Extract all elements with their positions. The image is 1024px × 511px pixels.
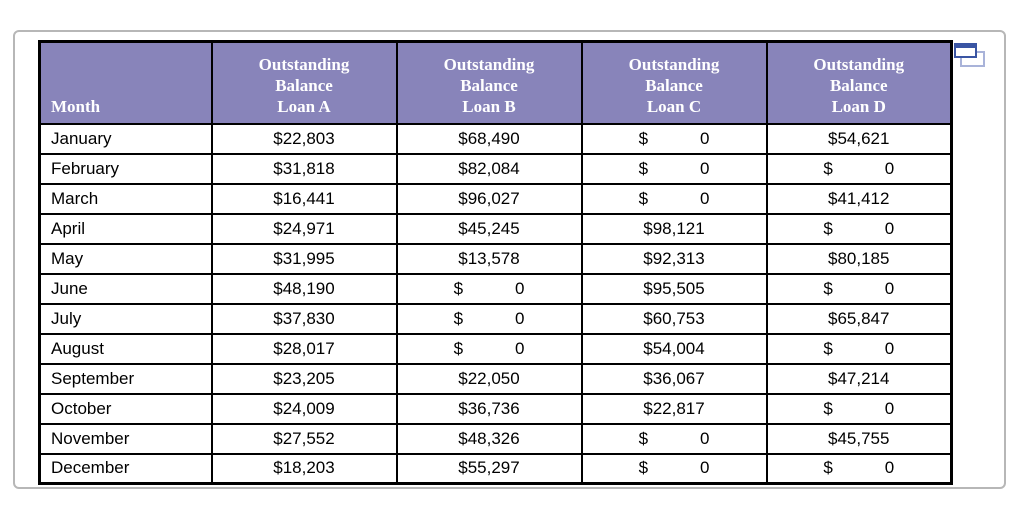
month-cell: June: [38, 272, 213, 305]
loan-b-cell: $ 0: [395, 332, 583, 365]
loan-b-cell: $36,736: [395, 392, 583, 425]
month-cell: May: [38, 242, 213, 275]
table-row: October $24,009 $36,736 $22,817 $ 0: [38, 392, 953, 425]
loan-c-cell: $ 0: [580, 182, 768, 215]
loan-d-cell: $ 0: [765, 332, 953, 365]
loan-d-cell: $65,847: [765, 302, 953, 335]
loan-a-cell: $37,830: [210, 302, 398, 335]
loan-a-cell: $22,803: [210, 122, 398, 155]
table-row: April $24,971 $45,245 $98,121 $ 0: [38, 212, 953, 245]
month-cell: December: [38, 452, 213, 485]
loan-a-cell: $23,205: [210, 362, 398, 395]
table-row: July $37,830 $ 0 $60,753 $65,847: [38, 302, 953, 335]
loan-b-cell: $68,490: [395, 122, 583, 155]
loan-d-cell: $80,185: [765, 242, 953, 275]
loan-c-cell: $ 0: [580, 452, 768, 485]
loan-c-cell: $ 0: [580, 122, 768, 155]
loan-a-cell: $27,552: [210, 422, 398, 455]
header-loan-b: Outstanding Balance Loan B: [395, 40, 583, 125]
loan-c-cell: $92,313: [580, 242, 768, 275]
loan-b-cell: $22,050: [395, 362, 583, 395]
loan-d-cell: $41,412: [765, 182, 953, 215]
loan-c-cell: $54,004: [580, 332, 768, 365]
month-cell: September: [38, 362, 213, 395]
loan-c-cell: $36,067: [580, 362, 768, 395]
loan-c-cell: $ 0: [580, 422, 768, 455]
header-row: Month Outstanding Balance Loan A Outstan…: [38, 40, 953, 125]
table-row: August $28,017 $ 0 $54,004 $ 0: [38, 332, 953, 365]
copy-icon-front-rect: [954, 43, 977, 58]
table-row: June $48,190 $ 0 $95,505 $ 0: [38, 272, 953, 305]
paste-options-copy-icon[interactable]: [953, 42, 987, 70]
loan-c-cell: $60,753: [580, 302, 768, 335]
loan-b-cell: $ 0: [395, 272, 583, 305]
header-month: Month: [38, 40, 213, 125]
loan-d-cell: $47,214: [765, 362, 953, 395]
loan-a-cell: $28,017: [210, 332, 398, 365]
loan-d-cell: $ 0: [765, 272, 953, 305]
loan-b-cell: $82,084: [395, 152, 583, 185]
loan-c-cell: $22,817: [580, 392, 768, 425]
loan-a-cell: $24,971: [210, 212, 398, 245]
loan-b-cell: $48,326: [395, 422, 583, 455]
table-row: February $31,818 $82,084 $ 0 $ 0: [38, 152, 953, 185]
loan-d-cell: $ 0: [765, 392, 953, 425]
loan-a-cell: $16,441: [210, 182, 398, 215]
header-loan-c: Outstanding Balance Loan C: [580, 40, 768, 125]
loan-a-cell: $18,203: [210, 452, 398, 485]
month-cell: February: [38, 152, 213, 185]
month-cell: March: [38, 182, 213, 215]
month-cell: August: [38, 332, 213, 365]
loan-b-cell: $ 0: [395, 302, 583, 335]
month-cell: October: [38, 392, 213, 425]
loan-a-cell: $48,190: [210, 272, 398, 305]
loan-c-cell: $95,505: [580, 272, 768, 305]
loan-d-cell: $ 0: [765, 152, 953, 185]
loan-a-cell: $31,818: [210, 152, 398, 185]
loan-d-cell: $ 0: [765, 452, 953, 485]
loan-c-cell: $ 0: [580, 152, 768, 185]
loan-balance-table: Month Outstanding Balance Loan A Outstan…: [38, 40, 953, 485]
loan-a-cell: $31,995: [210, 242, 398, 275]
loan-b-cell: $55,297: [395, 452, 583, 485]
table-row: May $31,995 $13,578 $92,313 $80,185: [38, 242, 953, 275]
month-cell: January: [38, 122, 213, 155]
table-row: December $18,203 $55,297 $ 0 $ 0: [38, 452, 953, 485]
table-row: November $27,552 $48,326 $ 0 $45,755: [38, 422, 953, 455]
loan-b-cell: $96,027: [395, 182, 583, 215]
month-cell: November: [38, 422, 213, 455]
loan-b-cell: $13,578: [395, 242, 583, 275]
loan-d-cell: $45,755: [765, 422, 953, 455]
header-loan-d: Outstanding Balance Loan D: [765, 40, 953, 125]
month-cell: July: [38, 302, 213, 335]
loan-c-cell: $98,121: [580, 212, 768, 245]
loan-d-cell: $ 0: [765, 212, 953, 245]
loan-b-cell: $45,245: [395, 212, 583, 245]
header-loan-a: Outstanding Balance Loan A: [210, 40, 398, 125]
month-cell: April: [38, 212, 213, 245]
table-row: January $22,803 $68,490 $ 0 $54,621: [38, 122, 953, 155]
table-row: March $16,441 $96,027 $ 0 $41,412: [38, 182, 953, 215]
loan-a-cell: $24,009: [210, 392, 398, 425]
loan-d-cell: $54,621: [765, 122, 953, 155]
table-row: September $23,205 $22,050 $36,067 $47,21…: [38, 362, 953, 395]
